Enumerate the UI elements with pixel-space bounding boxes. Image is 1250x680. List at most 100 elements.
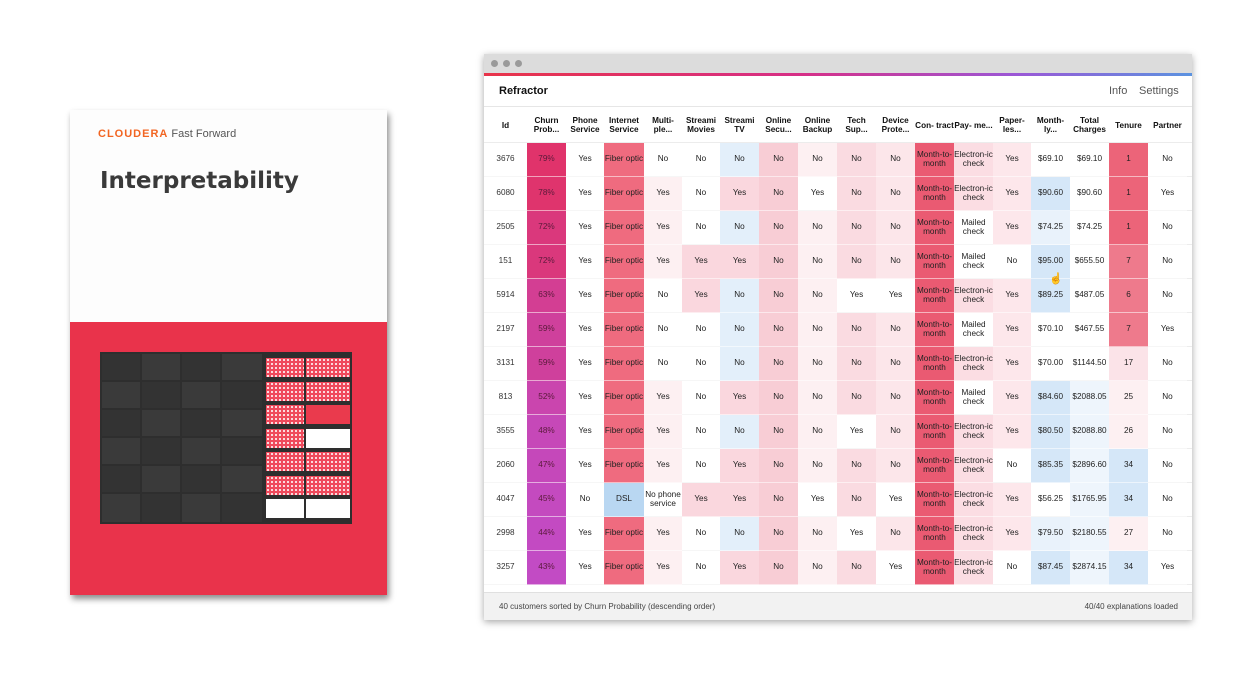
table-cell-tenure[interactable]: 27 [1109,517,1148,551]
table-cell-internet[interactable]: Fiber optic [604,449,644,483]
table-cell-security[interactable]: No [759,483,798,517]
table-cell-tech[interactable]: No [837,177,876,211]
table-cell-paperless[interactable]: Yes [993,347,1031,381]
table-cell-multiple[interactable]: Yes [644,245,682,279]
table-cell-payment[interactable]: Electron-ic check [954,177,993,211]
table-cell-device[interactable]: No [876,449,915,483]
table-cell-device[interactable]: No [876,517,915,551]
table-cell-monthly[interactable]: $69.10 [1031,143,1070,177]
table-cell-paperless[interactable]: No [993,551,1031,585]
table-cell-backup[interactable]: No [798,551,837,585]
column-header-partner[interactable]: Partner [1153,120,1182,130]
table-cell-monthly[interactable]: $79.50 [1031,517,1070,551]
table-cell-payment[interactable]: Electron-ic check [954,415,993,449]
table-cell-tv[interactable]: No [720,211,759,245]
table-cell-paperless[interactable]: Yes [993,143,1031,177]
table-cell-tv[interactable]: Yes [720,551,759,585]
table-cell-total[interactable]: $467.55 [1070,313,1109,347]
table-cell-internet[interactable]: Fiber optic [604,211,644,245]
table-cell-multiple[interactable]: Yes [644,517,682,551]
table-cell-backup[interactable]: No [798,449,837,483]
table-cell-multiple[interactable]: Yes [644,381,682,415]
column-header-monthly[interactable]: Month- ly... [1036,116,1065,134]
table-cell-internet[interactable]: Fiber optic [604,551,644,585]
table-cell-security[interactable]: No [759,381,798,415]
table-cell-device[interactable]: Yes [876,551,915,585]
table-cell-tv[interactable]: No [720,347,759,381]
table-cell-tenure[interactable]: 1 [1109,211,1148,245]
table-cell-paperless[interactable]: Yes [993,211,1031,245]
table-cell-movies[interactable]: No [682,143,720,177]
table-cell-backup[interactable]: No [798,279,837,313]
table-cell-tenure[interactable]: 34 [1109,449,1148,483]
table-cell-multiple[interactable]: No [644,279,682,313]
table-cell-paperless[interactable]: No [993,449,1031,483]
table-cell-tech[interactable]: No [837,551,876,585]
table-cell-multiple[interactable]: Yes [644,449,682,483]
table-cell-partner[interactable]: No [1148,347,1187,381]
table-cell-partner[interactable]: No [1148,483,1187,517]
window-close-button[interactable] [491,60,498,67]
table-cell-device[interactable]: No [876,381,915,415]
table-cell-total[interactable]: $2874.15 [1070,551,1109,585]
table-cell-paperless[interactable]: No [993,245,1031,279]
table-cell-tenure[interactable]: 17 [1109,347,1148,381]
table-cell-total[interactable]: $2088.05 [1070,381,1109,415]
table-cell-internet[interactable]: Fiber optic [604,517,644,551]
table-cell-monthly[interactable]: $87.45 [1031,551,1070,585]
table-cell-monthly[interactable]: $95.00 [1031,245,1070,279]
table-cell-device[interactable]: Yes [876,483,915,517]
table-cell-tv[interactable]: No [720,415,759,449]
table-cell-monthly[interactable]: $80.50 [1031,415,1070,449]
table-cell-payment[interactable]: Electron-ic check [954,143,993,177]
table-cell-multiple[interactable]: Yes [644,551,682,585]
table-cell-id[interactable]: 3131 [484,347,527,381]
table-cell-phone[interactable]: Yes [566,415,604,449]
table-cell-id[interactable]: 2998 [484,517,527,551]
table-cell-phone[interactable]: Yes [566,211,604,245]
table-cell-tv[interactable]: No [720,279,759,313]
table-cell-partner[interactable]: No [1148,449,1187,483]
table-cell-multiple[interactable]: No [644,347,682,381]
table-cell-paperless[interactable]: Yes [993,279,1031,313]
table-cell-tv[interactable]: Yes [720,177,759,211]
table-cell-contract[interactable]: Month-to-month [915,245,954,279]
table-cell-payment[interactable]: Electron-ic check [954,449,993,483]
table-cell-id[interactable]: 3676 [484,143,527,177]
table-cell-movies[interactable]: No [682,381,720,415]
table-cell-security[interactable]: No [759,177,798,211]
table-cell-multiple[interactable]: Yes [644,211,682,245]
table-cell-churn[interactable]: 45% [527,483,566,517]
column-header-payment[interactable]: Pay- me... [954,120,993,130]
table-cell-contract[interactable]: Month-to-month [915,449,954,483]
table-cell-paperless[interactable]: Yes [993,483,1031,517]
table-cell-total[interactable]: $2180.55 [1070,517,1109,551]
table-cell-internet[interactable]: Fiber optic [604,279,644,313]
table-cell-phone[interactable]: Yes [566,177,604,211]
table-cell-tenure[interactable]: 26 [1109,415,1148,449]
table-cell-monthly[interactable]: $74.25 [1031,211,1070,245]
table-cell-payment[interactable]: Electron-ic check [954,347,993,381]
table-cell-multiple[interactable]: No phone service [644,483,682,517]
column-header-contract[interactable]: Con- tract [915,120,954,130]
table-cell-monthly[interactable]: $70.00 [1031,347,1070,381]
table-cell-movies[interactable]: No [682,415,720,449]
column-header-tv[interactable]: Streami TV [724,116,755,134]
table-cell-churn[interactable]: 63% [527,279,566,313]
table-cell-payment[interactable]: Electron-ic check [954,517,993,551]
table-cell-partner[interactable]: Yes [1148,177,1187,211]
table-cell-tech[interactable]: Yes [837,279,876,313]
table-cell-security[interactable]: No [759,211,798,245]
column-header-movies[interactable]: Streami Movies [685,116,717,134]
table-cell-churn[interactable]: 44% [527,517,566,551]
table-cell-tv[interactable]: Yes [720,449,759,483]
table-cell-tech[interactable]: No [837,313,876,347]
table-cell-backup[interactable]: Yes [798,483,837,517]
table-cell-movies[interactable]: No [682,313,720,347]
table-cell-backup[interactable]: No [798,211,837,245]
table-cell-payment[interactable]: Mailed check [954,313,993,347]
table-cell-movies[interactable]: Yes [682,279,720,313]
table-cell-total[interactable]: $1144.50 [1070,347,1109,381]
table-cell-backup[interactable]: No [798,381,837,415]
table-cell-monthly[interactable]: $90.60 [1031,177,1070,211]
